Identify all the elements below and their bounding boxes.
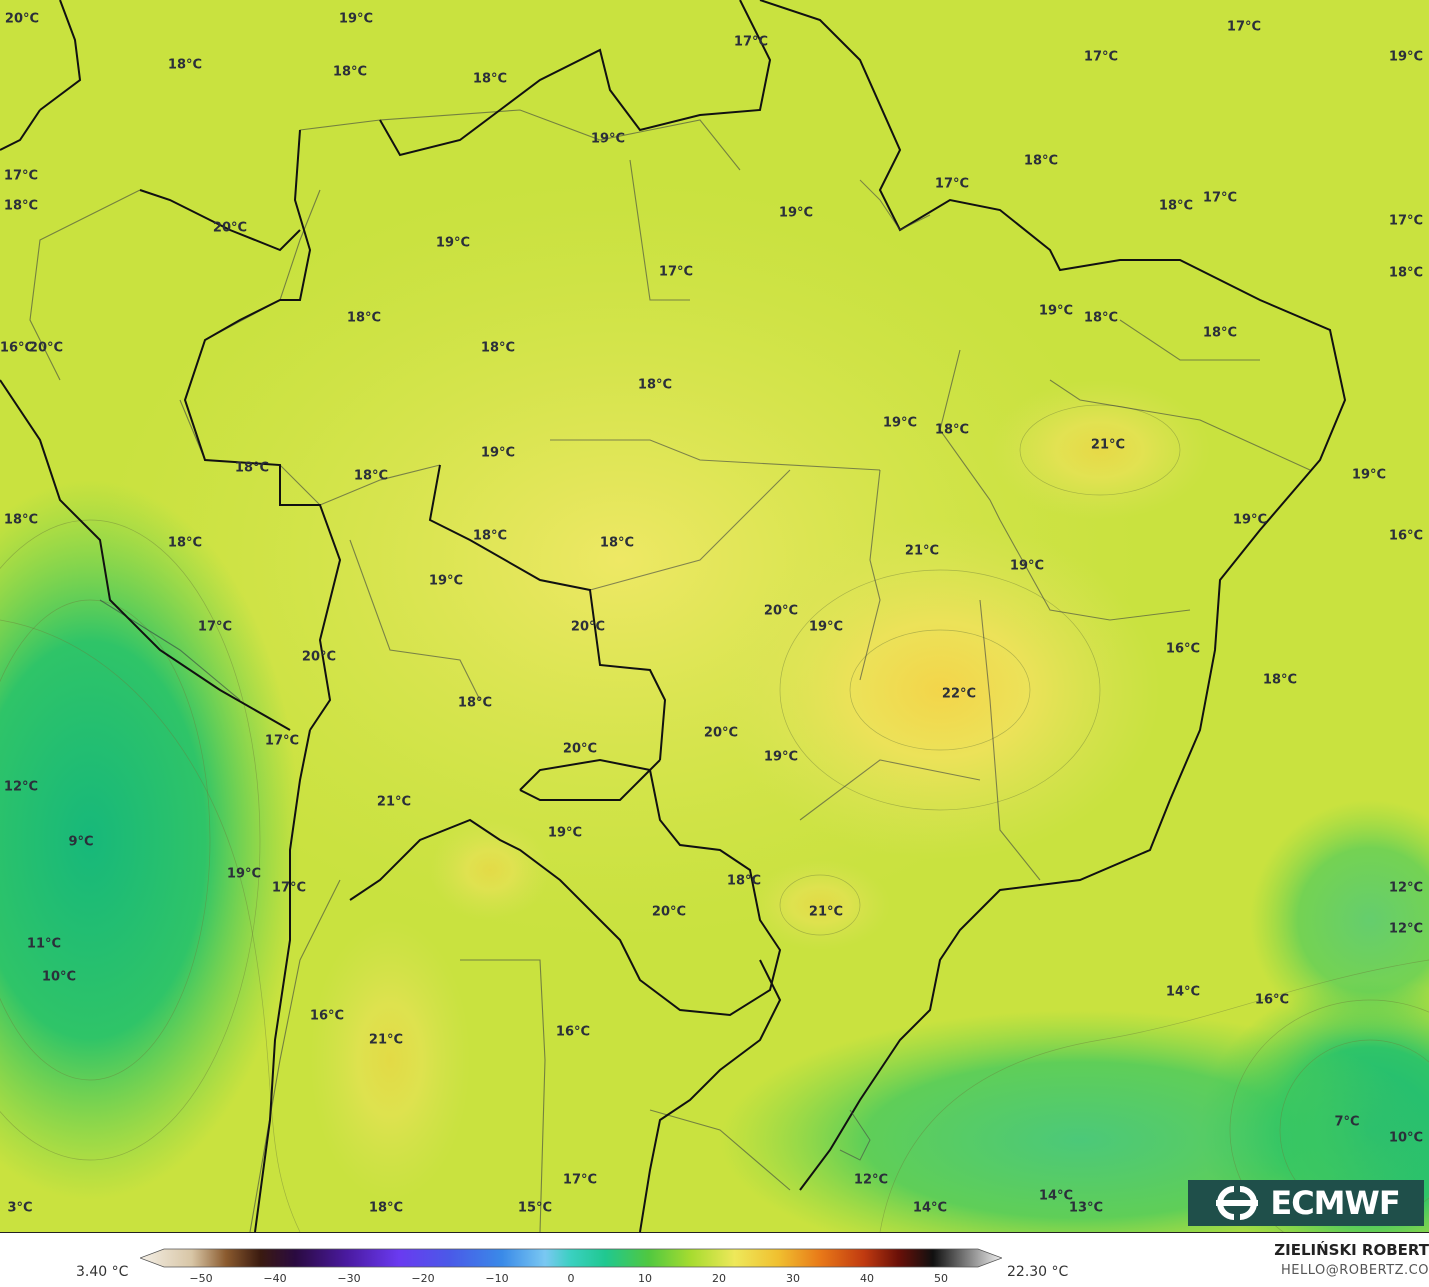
map-canvas	[0, 0, 1429, 1232]
cool-zone-pacific	[0, 480, 300, 1200]
national-borders	[0, 0, 1347, 1232]
colorbar-tick-label: 40	[860, 1272, 874, 1285]
colorbar	[140, 1248, 1002, 1268]
isotherm-contours	[0, 404, 1429, 1232]
colorbar-tick-label: 20	[712, 1272, 726, 1285]
rivers	[839, 179, 931, 1161]
colorbar-gradient	[140, 1248, 1002, 1268]
ecmwf-logo: ECMWF	[1188, 1180, 1424, 1226]
colorbar-tick-label: −30	[337, 1272, 361, 1285]
colorbar-tick-label: 0	[567, 1272, 575, 1285]
map-footer: 3.40 °C	[0, 1233, 1429, 1287]
author-email: HELLO@ROBERTZ.CO	[1280, 1263, 1429, 1278]
warm-core-andes-south	[310, 920, 470, 1200]
author-credit: ZIELIŃSKI ROBERT	[1274, 1241, 1429, 1259]
colorbar-tick-label: −40	[263, 1272, 287, 1285]
warm-core-northeast	[990, 380, 1210, 520]
warm-core-central	[720, 520, 1160, 860]
ecmwf-logo-text: ECMWF	[1270, 1184, 1400, 1222]
colorbar-tick-label: 30	[786, 1272, 800, 1285]
colorbar-tick-label: −10	[485, 1272, 509, 1285]
colorbar-tick-label: −50	[189, 1272, 213, 1285]
colorbar-tick-label: 50	[934, 1272, 948, 1285]
colorbar-max-label: 22.30 °C	[1007, 1264, 1069, 1280]
colorbar-tick-label: 10	[638, 1272, 652, 1285]
temperature-map: 20°C 19°C 17°C 17°C 17°C 19°C 18°C 18°C 18°C 19°C…	[0, 0, 1429, 1233]
colorbar-tick-label: −20	[411, 1272, 435, 1285]
cool-zone-east-atlantic	[1250, 800, 1429, 1040]
warm-core-chaco	[430, 820, 550, 920]
warm-core-parana	[750, 860, 890, 950]
ecmwf-logo-icon	[1216, 1186, 1259, 1220]
colorbar-min-label: 3.40 °C	[76, 1264, 129, 1280]
cool-zone-atlantic	[720, 1010, 1429, 1232]
